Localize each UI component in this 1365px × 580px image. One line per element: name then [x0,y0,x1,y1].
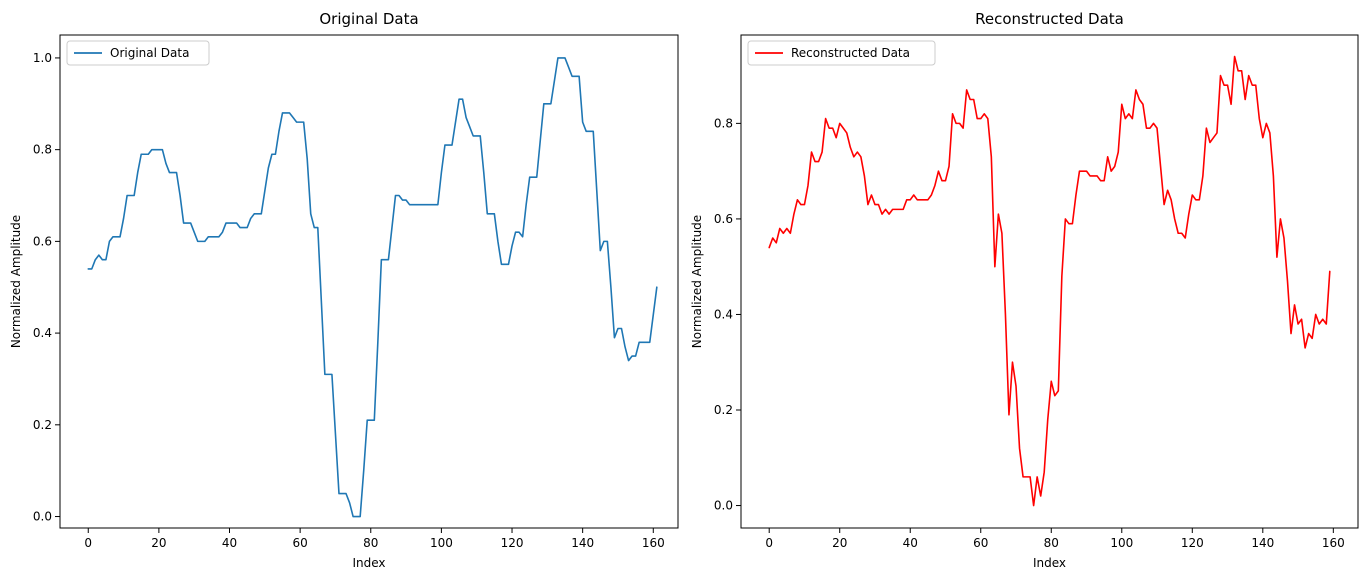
y-tick-label: 0.0 [714,499,733,513]
legend-label: Original Data [110,46,189,60]
legend: Original Data [66,40,210,66]
x-tick-label: 100 [1110,536,1133,550]
x-axis-label: Index [1033,556,1066,570]
legend: Reconstructed Data [747,40,936,66]
y-axis-label: Normalized Amplitude [690,215,704,348]
x-tick-label: 0 [765,536,773,550]
y-tick-label: 0.4 [33,326,52,340]
series-line-1 [87,57,658,518]
legend-box [66,40,210,66]
x-tick-label: 100 [430,536,453,550]
y-tick-label: 0.8 [714,116,733,130]
legend-label: Reconstructed Data [791,46,910,60]
chart-panel-1: Original Data 0 20 40 60 80 100 120 140 160 0.0 0.2… [9,10,679,570]
chart-panel-2: Reconstructed Data 0 20 40 60 80 100 120 140 160 0… [690,10,1359,570]
y-tick-label: 0.0 [33,510,52,524]
x-tick-label: 160 [1322,536,1345,550]
x-tick-label: 0 [84,536,92,550]
x-tick-label: 80 [1044,536,1059,550]
chart-title: Original Data [319,10,418,28]
x-tick-label: 60 [292,536,307,550]
x-tick-label: 140 [571,536,594,550]
y-tick-label: 1.0 [33,51,52,65]
y-tick-label: 0.2 [33,418,52,432]
y-tick-label: 0.6 [33,234,52,248]
y-axis-label: Normalized Amplitude [9,215,23,348]
x-tick-label: 120 [501,536,524,550]
x-tick-label: 140 [1251,536,1274,550]
legend-box [747,40,936,66]
series-line-1 [768,55,1331,507]
x-tick-label: 40 [903,536,918,550]
axes-frame [59,34,679,529]
x-tick-label: 80 [363,536,378,550]
x-tick-label: 60 [973,536,988,550]
x-tick-label: 120 [1181,536,1204,550]
y-tick-label: 0.4 [714,307,733,321]
x-tick-label: 20 [151,536,166,550]
y-tick-label: 0.2 [714,403,733,417]
axes-frame [740,34,1359,529]
y-tick-label: 0.6 [714,212,733,226]
x-axis-label: Index [352,556,385,570]
y-tick-label: 0.8 [33,143,52,157]
chart-title: Reconstructed Data [975,10,1124,28]
x-tick-label: 160 [642,536,665,550]
x-tick-label: 20 [832,536,847,550]
x-tick-label: 40 [222,536,237,550]
